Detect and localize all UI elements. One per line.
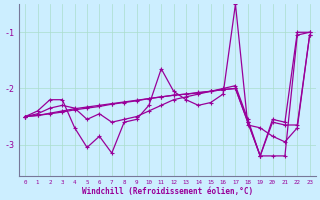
X-axis label: Windchill (Refroidissement éolien,°C): Windchill (Refroidissement éolien,°C) [82, 187, 253, 196]
